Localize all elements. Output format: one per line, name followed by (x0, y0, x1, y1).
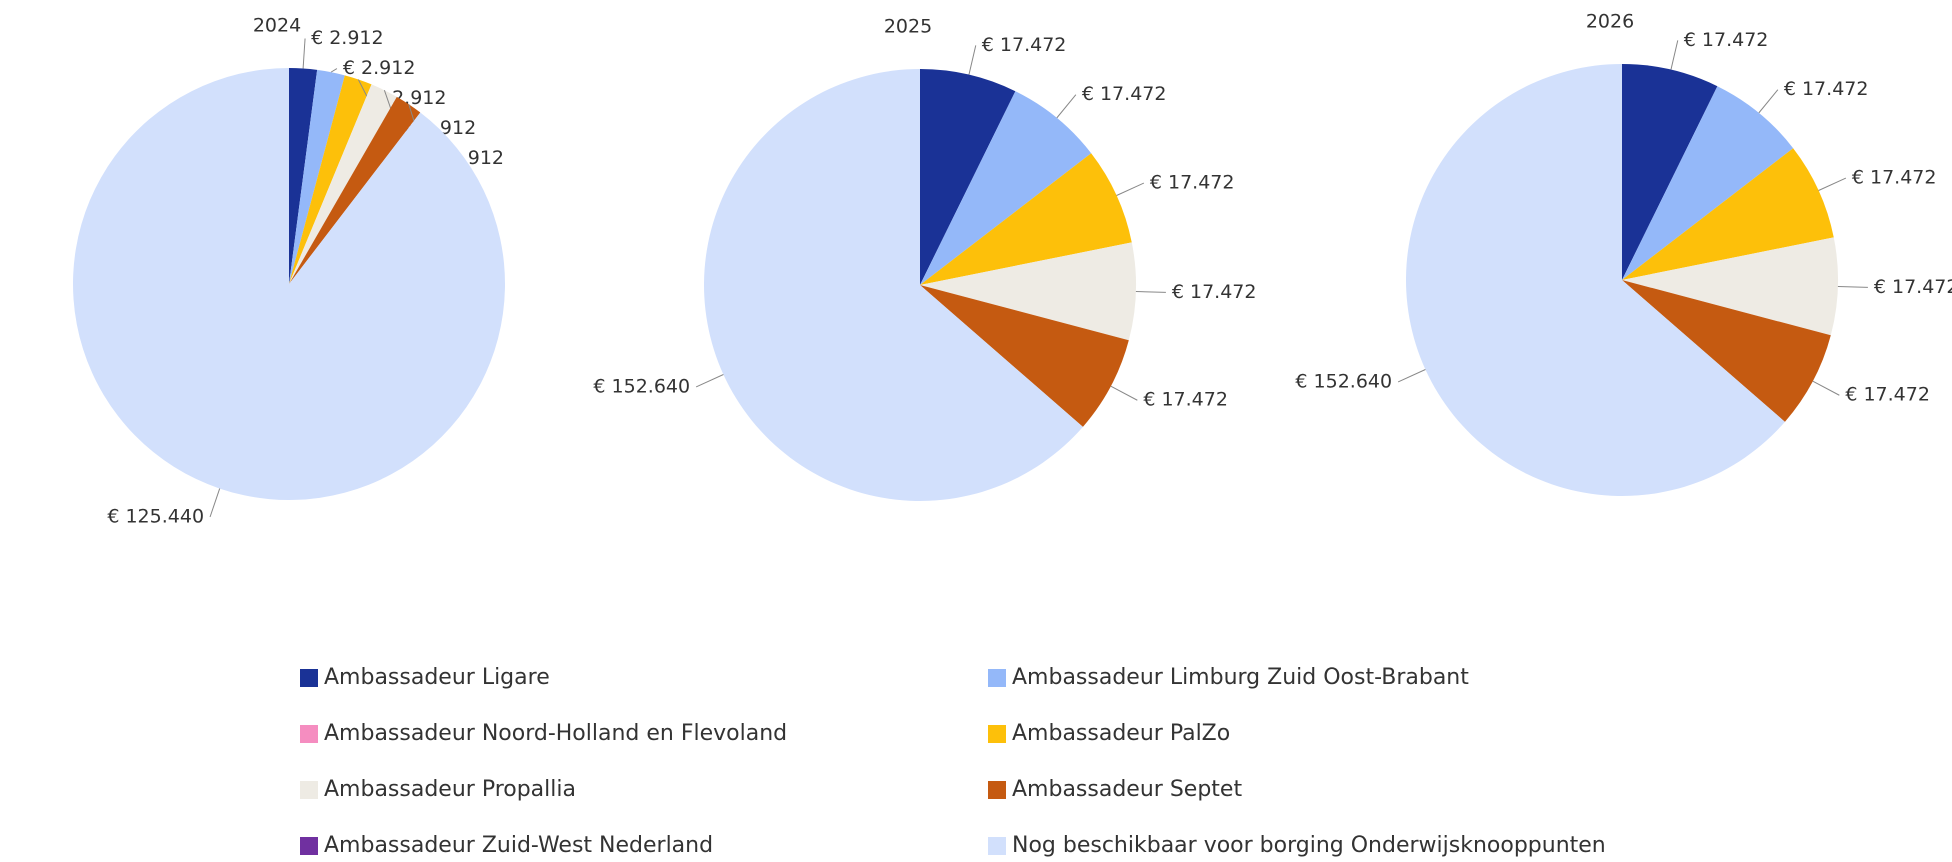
pie-slice (289, 75, 372, 284)
leader-line (1397, 369, 1426, 383)
data-label: € 125.440 (107, 505, 204, 527)
data-label: € 2.912 (311, 27, 384, 49)
legend-label: Ambassadeur Ligare (324, 665, 550, 690)
leader-line (695, 374, 724, 388)
legend-swatch (300, 669, 318, 687)
data-label: € 17.472 (1784, 78, 1869, 100)
data-label: € 17.472 (1143, 389, 1228, 411)
pie-slice (289, 84, 397, 284)
legend-label: Ambassadeur PalZo (1012, 721, 1230, 746)
pie-slice (289, 96, 421, 284)
data-label: € 17.472 (1852, 167, 1937, 189)
legend-label: Ambassadeur Zuid-West Nederland (324, 833, 713, 858)
pie-slice (289, 68, 318, 284)
leader-line (302, 38, 306, 69)
legend-label: Nog beschikbaar voor borging Onderwijskn… (1012, 833, 1606, 858)
pie-slice (1622, 86, 1794, 281)
leader-line (1812, 380, 1840, 396)
leader-line (1670, 40, 1679, 70)
pie-slice (289, 69, 345, 284)
pie-slice (1622, 148, 1834, 280)
legend-label: Ambassadeur Limburg Zuid Oost-Brabant (1012, 665, 1469, 690)
legend-swatch (988, 725, 1006, 743)
legend-swatch (300, 781, 318, 799)
legend-swatch (300, 725, 318, 743)
leader-line (1818, 177, 1847, 191)
leader-line (1116, 182, 1145, 196)
data-label: € 2.912 (343, 57, 416, 79)
legend-swatch (988, 781, 1006, 799)
legend-label: Ambassadeur Noord-Holland en Flevoland (324, 721, 787, 746)
pie-slice (73, 68, 506, 500)
data-label: € 17.472 (982, 34, 1067, 56)
data-label: € 17.472 (1684, 29, 1769, 51)
pie-slice (1622, 64, 1718, 280)
data-label: € 17.472 (1150, 172, 1235, 194)
leader-line (1110, 385, 1138, 401)
pie-slice (920, 69, 1016, 285)
leader-line (1758, 89, 1779, 114)
legend-swatch (988, 837, 1006, 855)
pie-title: 2026 (1586, 11, 1634, 33)
data-label: € 17.472 (1172, 281, 1257, 303)
data-label: € 17.472 (1845, 384, 1930, 406)
pie-slice (1406, 64, 1785, 496)
legend-swatch (988, 669, 1006, 687)
leader-line (209, 488, 221, 518)
legend-label: Ambassadeur Septet (1012, 777, 1242, 802)
leader-line (1837, 286, 1868, 288)
leader-line (330, 68, 338, 73)
leader-line (1135, 291, 1166, 293)
pie-slice (920, 285, 1129, 427)
pie-slice (920, 91, 1092, 286)
pie-title: 2025 (884, 16, 932, 38)
pie-slice (704, 69, 1083, 501)
legend-label: Ambassadeur Propallia (324, 777, 576, 802)
leader-line (357, 79, 369, 99)
pie-slice (1622, 280, 1831, 422)
pie-slice (920, 153, 1132, 285)
data-label: € 152.640 (1295, 370, 1392, 392)
data-label: € 17.472 (1874, 276, 1952, 298)
data-label: € 17.472 (1082, 83, 1167, 105)
pie-slice (920, 242, 1136, 341)
pie-title: 2024 (253, 15, 301, 37)
legend-swatch (300, 837, 318, 855)
leader-line (1056, 94, 1077, 119)
data-label: € 152.640 (593, 375, 690, 397)
leader-line (968, 45, 977, 75)
pie-slice (1622, 237, 1838, 336)
